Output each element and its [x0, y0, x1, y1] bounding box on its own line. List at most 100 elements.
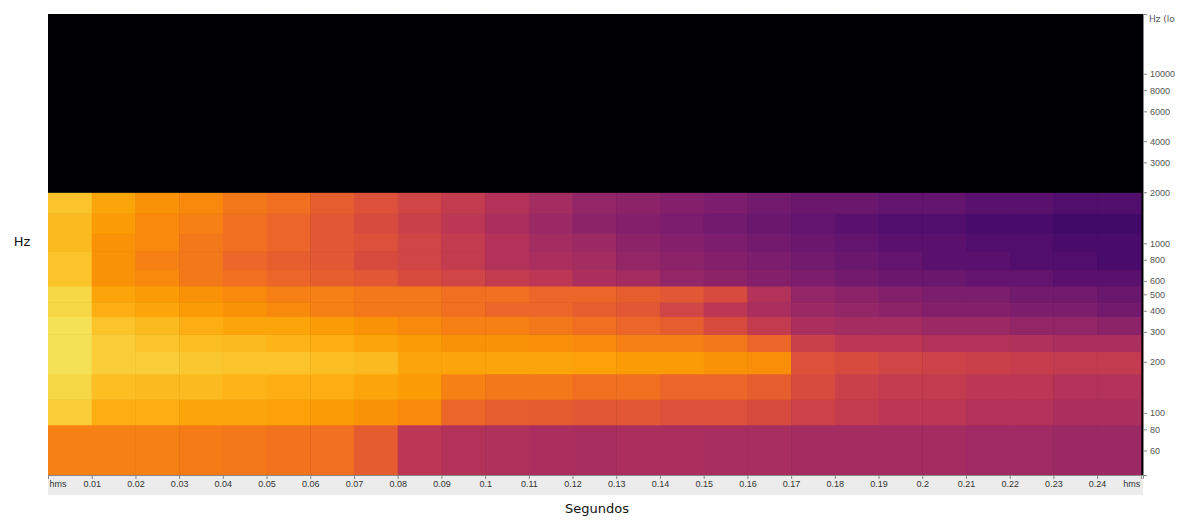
cell	[747, 192, 791, 214]
cell	[1097, 213, 1141, 233]
cell	[573, 286, 617, 303]
tick: 0.21	[958, 475, 976, 489]
tick-label: hms	[1123, 479, 1141, 489]
cell	[48, 302, 92, 317]
tick: 4000	[1143, 137, 1170, 147]
cell	[573, 302, 617, 317]
cell	[660, 213, 704, 233]
cell	[441, 270, 485, 287]
cell	[310, 233, 354, 252]
tick-label: 800	[1150, 255, 1165, 265]
cell	[92, 270, 136, 287]
cell	[398, 425, 442, 475]
cell	[879, 317, 923, 335]
cell	[441, 286, 485, 303]
cell	[179, 302, 223, 317]
cell	[398, 14, 442, 193]
tick-label: 400	[1150, 306, 1165, 316]
cell	[1010, 251, 1054, 270]
tick: 600	[1143, 276, 1165, 286]
cell	[835, 352, 879, 375]
tick: 300	[1143, 327, 1165, 337]
cell	[485, 334, 529, 352]
cell	[660, 286, 704, 303]
cell	[966, 352, 1010, 375]
cell	[660, 334, 704, 352]
cell	[135, 425, 179, 475]
cell	[1010, 286, 1054, 303]
cell	[398, 399, 442, 425]
tick-label: 0.16	[739, 479, 757, 489]
cell	[92, 352, 136, 375]
cell	[354, 352, 398, 375]
cell	[267, 399, 311, 425]
cell	[92, 317, 136, 335]
cell	[1010, 14, 1054, 193]
cell	[92, 14, 136, 193]
cell	[310, 251, 354, 270]
cell	[1097, 14, 1141, 193]
cell	[179, 251, 223, 270]
cell	[922, 334, 966, 352]
cell	[573, 14, 617, 193]
cell	[223, 374, 267, 400]
cell	[573, 352, 617, 375]
tick-mark	[1143, 332, 1147, 333]
tick-label: 0.04	[215, 479, 233, 489]
cell	[616, 334, 660, 352]
cell	[835, 374, 879, 400]
cell	[747, 270, 791, 287]
cell	[835, 233, 879, 252]
tick-mark	[1143, 413, 1147, 414]
cell	[1053, 270, 1097, 287]
cell	[135, 213, 179, 233]
cell	[660, 352, 704, 375]
cell	[1053, 286, 1097, 303]
cell	[223, 286, 267, 303]
cell	[573, 192, 617, 214]
cell	[310, 213, 354, 233]
cell	[441, 192, 485, 214]
cell	[267, 425, 311, 475]
cell	[179, 352, 223, 375]
cell	[922, 213, 966, 233]
tick-label: 2000	[1150, 188, 1170, 198]
cell	[223, 425, 267, 475]
cell	[354, 213, 398, 233]
cell	[791, 270, 835, 287]
cell	[704, 302, 748, 317]
cell	[1097, 425, 1141, 475]
cell	[398, 233, 442, 252]
cell	[441, 14, 485, 193]
tick-label: 0.18	[827, 479, 845, 489]
cell	[48, 374, 92, 400]
cell	[1053, 302, 1097, 317]
cell	[1010, 213, 1054, 233]
cell	[485, 374, 529, 400]
cell	[354, 302, 398, 317]
cell	[398, 270, 442, 287]
axis-line	[49, 476, 1144, 480]
tick-mark	[1143, 141, 1147, 142]
cell	[223, 14, 267, 193]
cell	[223, 213, 267, 233]
cell	[398, 352, 442, 375]
cell	[1097, 192, 1141, 214]
tick-mark	[1143, 281, 1147, 282]
tick-label: 8000	[1150, 86, 1170, 96]
cell	[485, 317, 529, 335]
cell	[1097, 334, 1141, 352]
cell	[660, 14, 704, 193]
cell	[879, 192, 923, 214]
cell	[616, 213, 660, 233]
cell	[179, 14, 223, 193]
cell	[922, 233, 966, 252]
cell	[135, 233, 179, 252]
cell	[922, 425, 966, 475]
cell	[573, 213, 617, 233]
cell	[48, 425, 92, 475]
cell	[48, 317, 92, 335]
cell	[660, 317, 704, 335]
tick: 0.01	[83, 475, 101, 489]
tick: 0.24	[1089, 475, 1107, 489]
